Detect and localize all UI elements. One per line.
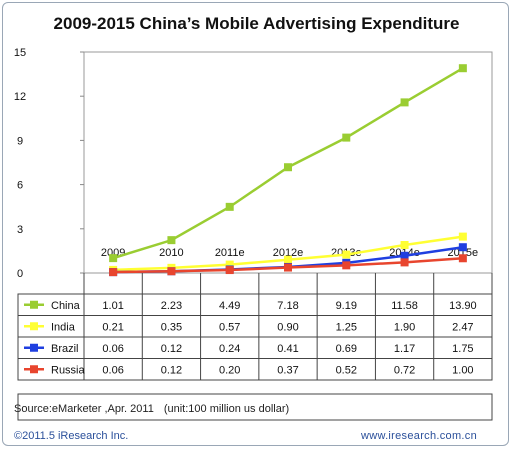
data-label: 7.18: [277, 300, 298, 312]
source-box: [17, 393, 493, 421]
legend-marker-russia: [30, 365, 38, 374]
data-label: 13.90: [449, 300, 477, 312]
data-label: 0.37: [277, 364, 298, 376]
y-tick-label: 15: [14, 47, 26, 59]
data-label: 0.12: [161, 343, 182, 355]
legend-marker-india: [30, 322, 38, 331]
chart-frame: [2, 2, 509, 446]
data-point-china: [284, 163, 292, 172]
data-label: 1.01: [102, 300, 123, 312]
data-label: 2.23: [161, 300, 182, 312]
data-point-china: [225, 202, 234, 211]
data-label: 0.90: [277, 321, 298, 333]
data-label: 0.06: [102, 343, 123, 355]
data-label: 1.00: [452, 364, 473, 376]
x-tick-label: 2010: [159, 247, 183, 259]
y-tick-label: 6: [17, 180, 23, 192]
data-point-china: [458, 64, 467, 73]
y-tick-label: 0: [17, 268, 23, 280]
data-point-china: [167, 236, 176, 245]
data-label: 0.12: [161, 364, 182, 376]
y-tick-label: 12: [14, 91, 26, 103]
data-label: 1.25: [336, 321, 357, 333]
legend-label-russia: Russia: [51, 364, 86, 376]
data-point-china: [109, 254, 118, 263]
data-label: 9.19: [336, 300, 357, 312]
data-point-india: [225, 260, 234, 269]
footer-copyright: ©2011.5 iResearch Inc.: [14, 430, 129, 442]
data-point-russia: [109, 268, 118, 277]
y-tick-label: 3: [17, 224, 23, 236]
data-point-brazil: [458, 243, 467, 252]
source-note: Source:eMarketer ,Apr. 2011 (unit:100 mil…: [14, 403, 289, 415]
data-point-india: [284, 255, 292, 264]
data-label: 4.49: [219, 300, 240, 312]
data-label: 0.57: [219, 321, 240, 333]
data-point-china: [342, 133, 351, 142]
data-label: 1.75: [452, 343, 473, 355]
data-label: 0.20: [219, 364, 240, 376]
data-label: 0.24: [219, 343, 240, 355]
x-tick-label: 2011e: [215, 247, 245, 259]
data-label: 0.06: [102, 364, 123, 376]
data-label: 1.17: [394, 343, 415, 355]
data-label: 0.21: [102, 321, 123, 333]
data-point-russia: [458, 254, 467, 263]
plot-area: [83, 51, 493, 274]
footer-website: www.iresearch.com.cn: [360, 430, 477, 442]
data-point-russia: [167, 267, 176, 276]
legend-label-brazil: Brazil: [51, 343, 79, 355]
x-tick-label: 2012e: [273, 247, 304, 259]
data-label: 2.47: [452, 321, 473, 333]
data-point-india: [400, 241, 409, 250]
data-label: 0.69: [336, 343, 357, 355]
data-point-brazil: [400, 251, 409, 260]
chart-title: 2009-2015 China’s Mobile Advertising Exp…: [53, 14, 460, 33]
data-label: 0.52: [336, 364, 357, 376]
legend-marker-brazil: [30, 343, 38, 352]
data-point-india: [342, 250, 351, 259]
data-point-russia: [284, 263, 292, 272]
legend-marker-china: [30, 300, 38, 309]
data-point-russia: [342, 261, 351, 270]
data-point-russia: [225, 266, 234, 275]
data-label: 11.58: [391, 300, 418, 312]
series-line-china: [112, 67, 464, 260]
data-label: 0.35: [161, 321, 182, 333]
data-point-russia: [400, 258, 409, 267]
legend-label-india: India: [51, 321, 76, 333]
x-tick-label: 2015e: [448, 247, 479, 259]
y-tick-label: 9: [17, 135, 23, 147]
legend-label-china: China: [51, 300, 81, 312]
data-label: 1.90: [394, 321, 415, 333]
data-point-china: [400, 98, 409, 107]
unit-text: (unit:100 million us dollar): [163, 403, 290, 415]
source-text: Source:eMarketer ,Apr. 2011: [14, 403, 154, 415]
data-label: 0.72: [394, 364, 415, 376]
data-label: 0.41: [277, 343, 298, 355]
data-point-india: [458, 232, 467, 241]
